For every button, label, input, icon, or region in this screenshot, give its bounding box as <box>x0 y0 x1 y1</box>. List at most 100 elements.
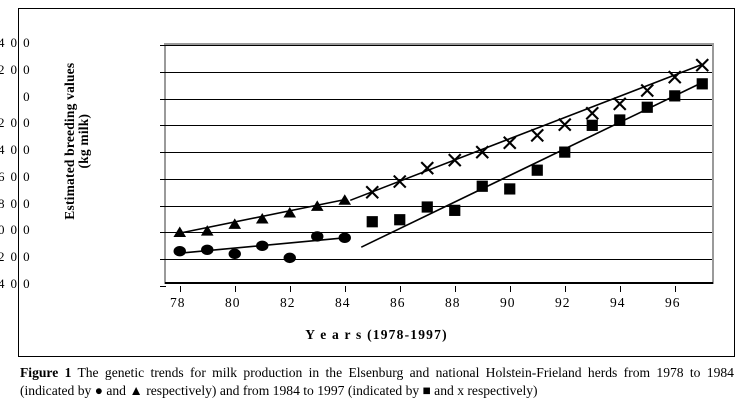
x-axis-tick <box>619 286 621 292</box>
data-point-x <box>668 70 682 84</box>
data-point-circle <box>256 240 269 252</box>
trend-line <box>349 63 703 202</box>
data-point-x <box>393 174 407 189</box>
data-point-circle <box>228 248 241 260</box>
caption-label: Figure 1 <box>20 365 72 380</box>
y-axis-tick <box>160 259 166 261</box>
y-axis-tick <box>160 152 166 154</box>
y-axis-title-line2: (kg milk) <box>76 113 91 169</box>
data-point-x <box>365 185 379 200</box>
data-point-circle <box>173 245 186 257</box>
y-axis-tick-label: -1 2 0 0 <box>0 249 31 265</box>
x-axis-tick-label: 84 <box>335 295 351 310</box>
data-series-layer <box>173 58 709 264</box>
y-axis-tick <box>160 98 166 100</box>
figure-border: Estimated breeding values (kg milk) Y e … <box>0 8 735 357</box>
series-circle <box>173 231 351 264</box>
data-point-circle <box>311 231 324 242</box>
x-axis-tick-label: 88 <box>445 295 461 310</box>
y-axis-title-line1: Estimated breeding values <box>61 62 77 220</box>
data-point-square <box>449 204 461 216</box>
data-point-x <box>558 117 572 132</box>
x-axis-title: Y e a r s (1978-1997) <box>305 327 448 342</box>
y-axis-tick <box>160 125 166 127</box>
y-axis-tick-label: -1 0 0 0 <box>0 222 31 238</box>
series-triangle <box>173 194 352 237</box>
x-axis-tick <box>674 286 676 292</box>
series-x <box>349 58 709 202</box>
y-axis-tick-label: -6 0 0 <box>0 168 31 184</box>
y-axis-tick-label: -2 0 0 <box>0 115 31 131</box>
x-axis-tick <box>289 286 291 292</box>
gridline <box>166 152 712 154</box>
data-point-triangle <box>338 194 352 205</box>
gridline <box>166 125 712 127</box>
plot-area <box>160 43 714 292</box>
figure-caption: Figure 1 The genetic trends for milk pro… <box>20 364 734 401</box>
y-axis-title: Estimated breeding values (kg milk) <box>61 21 91 261</box>
caption-text: The genetic trends for milk production i… <box>20 365 734 399</box>
x-axis-tick <box>344 286 346 292</box>
data-point-square <box>421 201 433 213</box>
data-point-triangle <box>310 200 324 211</box>
y-axis-tick <box>160 205 166 207</box>
y-axis-tick <box>160 45 166 46</box>
data-point-triangle <box>283 207 297 218</box>
data-point-x <box>585 106 599 121</box>
y-axis-tick-label: 4 0 0 <box>0 35 31 50</box>
y-axis-tick <box>160 286 166 287</box>
gridline <box>166 45 712 46</box>
data-point-x <box>695 58 709 72</box>
x-axis-tick <box>234 286 236 292</box>
data-point-x <box>420 161 434 175</box>
y-axis-tick-label: 2 0 0 <box>0 61 31 77</box>
x-axis-tick-label: 90 <box>500 295 516 310</box>
gridline <box>166 178 712 180</box>
data-point-triangle <box>255 213 269 224</box>
x-axis-tick <box>509 286 511 292</box>
data-point-square <box>504 183 516 195</box>
data-point-x <box>448 153 462 167</box>
x-axis-tick-label: 96 <box>665 295 681 310</box>
x-axis-line <box>165 282 713 284</box>
x-axis-tick-label: 94 <box>610 295 626 310</box>
gridline <box>166 71 712 73</box>
data-point-x <box>503 135 517 150</box>
gridline <box>166 98 712 100</box>
data-point-x <box>613 97 627 111</box>
data-point-circle <box>338 232 351 243</box>
y-axis-tick-label: -1 4 0 0 <box>0 276 31 291</box>
data-point-triangle <box>173 226 187 237</box>
data-point-square <box>669 90 681 102</box>
y-axis-tick-label: -4 0 0 <box>0 142 31 158</box>
data-point-square <box>696 78 708 90</box>
x-axis-tick <box>564 286 566 292</box>
data-point-square <box>394 214 406 226</box>
gridline <box>166 205 712 207</box>
x-axis-tick-label: 80 <box>225 295 241 310</box>
gridline <box>166 232 712 234</box>
x-axis-tick-label: 78 <box>170 295 186 310</box>
gridline <box>166 259 712 261</box>
y-axis-tick-label: -8 0 0 <box>0 195 31 211</box>
data-point-x <box>640 83 654 98</box>
x-axis-tick-label: 82 <box>280 295 296 310</box>
data-point-square <box>531 164 543 176</box>
y-axis-tick-label: 0 <box>23 88 31 104</box>
x-axis-tick-label: 92 <box>555 295 571 310</box>
data-point-circle <box>201 244 214 256</box>
data-point-square <box>366 216 378 228</box>
y-axis-tick <box>160 178 166 180</box>
data-point-circle <box>283 252 296 264</box>
data-point-square <box>641 101 653 113</box>
y-axis-tick <box>160 71 166 73</box>
data-point-triangle <box>228 218 242 229</box>
data-point-x <box>530 128 544 143</box>
x-axis-tick <box>454 286 456 292</box>
x-axis-tick <box>179 286 181 292</box>
x-axis-tick-label: 86 <box>390 295 406 310</box>
y-axis-tick <box>160 232 166 234</box>
series-square <box>360 78 708 248</box>
x-axis-tick <box>399 286 401 292</box>
